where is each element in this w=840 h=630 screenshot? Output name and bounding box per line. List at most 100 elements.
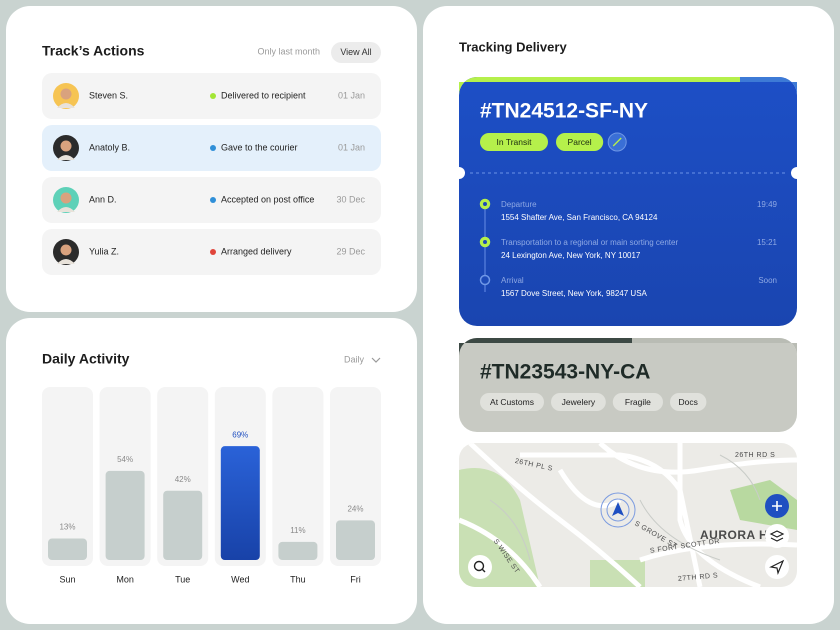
map-label: 27TH RD S — [678, 572, 719, 582]
step-core — [483, 202, 487, 206]
tracking-id: #TN24512-SF-NY — [480, 100, 648, 123]
ticket[interactable] — [459, 338, 797, 432]
status-dot — [210, 249, 216, 255]
location-ring — [606, 498, 630, 522]
tag — [612, 393, 663, 411]
icon — [769, 559, 785, 576]
bar — [278, 541, 318, 560]
status: Delivered to recipient — [221, 90, 306, 100]
value-label: 24% — [347, 505, 363, 514]
x-tick-label: Mon — [116, 574, 134, 584]
icon — [481, 568, 486, 573]
step-marker — [479, 274, 491, 286]
progress-rest — [632, 338, 797, 356]
x-tick-label: Thu — [290, 574, 306, 584]
tag — [556, 133, 604, 151]
x-tick-label: Tue — [175, 574, 190, 584]
card-title: Track’s Actions — [42, 43, 145, 59]
status: Accepted on post office — [221, 194, 314, 204]
step-address: 24 Lexington Ave, New York, NY 10017 — [501, 251, 641, 260]
location-ring — [600, 492, 636, 528]
step-time: 15:21 — [757, 238, 778, 247]
tracking-id: #TN23543-NY-CA — [480, 361, 650, 384]
notch — [453, 167, 465, 179]
status-dot — [210, 93, 216, 99]
value-label: 11% — [290, 526, 305, 535]
tag — [551, 393, 606, 411]
value-label: 42% — [175, 475, 191, 484]
notch — [791, 167, 803, 179]
filter[interactable]: Only last month — [257, 46, 320, 56]
map-label: AURORA HIL — [700, 528, 780, 542]
tag-label: Jewelery — [562, 397, 596, 407]
bar — [105, 470, 145, 560]
bar — [336, 520, 375, 560]
value-label: 54% — [117, 455, 133, 464]
bar-track — [272, 387, 324, 566]
tag-label: Fragile — [625, 397, 651, 407]
tag-label: Docs — [679, 397, 698, 407]
status-dot — [210, 197, 216, 203]
avatar-body — [57, 259, 75, 264]
card-title: Daily Activity — [42, 351, 130, 367]
date: 30 Dec — [336, 194, 365, 204]
avatar-body — [57, 103, 75, 108]
card-title: Tracking Delivery — [459, 39, 567, 54]
step-address: 1554 Shafter Ave, San Francisco, CA 9412… — [501, 213, 658, 222]
date: 01 Jan — [338, 142, 365, 152]
location-arrow — [612, 502, 624, 516]
view-all-button[interactable] — [331, 42, 381, 63]
avatar-face — [60, 192, 72, 204]
x-tick-label: Fri — [350, 574, 361, 584]
chevron[interactable] — [371, 357, 381, 363]
x-tick-label: Sun — [59, 574, 75, 584]
tag — [480, 133, 548, 151]
tag-label: At Customs — [490, 397, 534, 407]
bar — [163, 490, 203, 560]
layers-button[interactable] — [765, 524, 789, 548]
tag — [670, 393, 707, 411]
value-label: 13% — [59, 523, 75, 532]
value-label: 69% — [232, 430, 248, 439]
step-label: Transportation to a regional or main sor… — [501, 238, 678, 247]
progress-rest — [740, 77, 797, 95]
navigate-button[interactable] — [765, 555, 789, 579]
status: Arranged delivery — [221, 246, 292, 256]
tag-label: In Transit — [497, 137, 533, 147]
map-label: 26TH RD S — [735, 452, 775, 459]
step-time: 19:49 — [757, 200, 778, 209]
step-label: Arrival — [501, 276, 524, 285]
bar — [48, 538, 87, 560]
step-address: 1567 Dove Street, New York, 98247 USA — [501, 289, 648, 298]
bar-track — [42, 387, 93, 566]
name: Ann D. — [89, 194, 117, 204]
status-dot — [210, 145, 216, 151]
search-button[interactable] — [468, 555, 492, 579]
bar — [220, 446, 260, 560]
icon — [612, 137, 622, 147]
date: 29 Dec — [336, 246, 365, 256]
avatar-body — [57, 207, 75, 212]
progress — [459, 338, 632, 356]
avatar-face — [60, 244, 72, 256]
icon — [473, 560, 485, 572]
step-time: Soon — [758, 276, 777, 285]
streets — [489, 454, 761, 561]
date: 01 Jan — [338, 90, 365, 100]
tag-label: Parcel — [568, 137, 592, 147]
x-tick-label: Wed — [231, 574, 249, 584]
filter[interactable]: Daily — [344, 354, 365, 364]
button-label[interactable]: View All — [340, 47, 371, 57]
icon — [769, 530, 785, 542]
avatar-body — [57, 155, 75, 160]
tag — [480, 393, 544, 411]
step-label: Departure — [501, 200, 537, 209]
progress — [459, 77, 740, 95]
name: Steven S. — [89, 90, 128, 100]
avatar-face — [60, 88, 72, 100]
name: Anatoly B. — [89, 142, 130, 152]
icon — [772, 501, 782, 511]
